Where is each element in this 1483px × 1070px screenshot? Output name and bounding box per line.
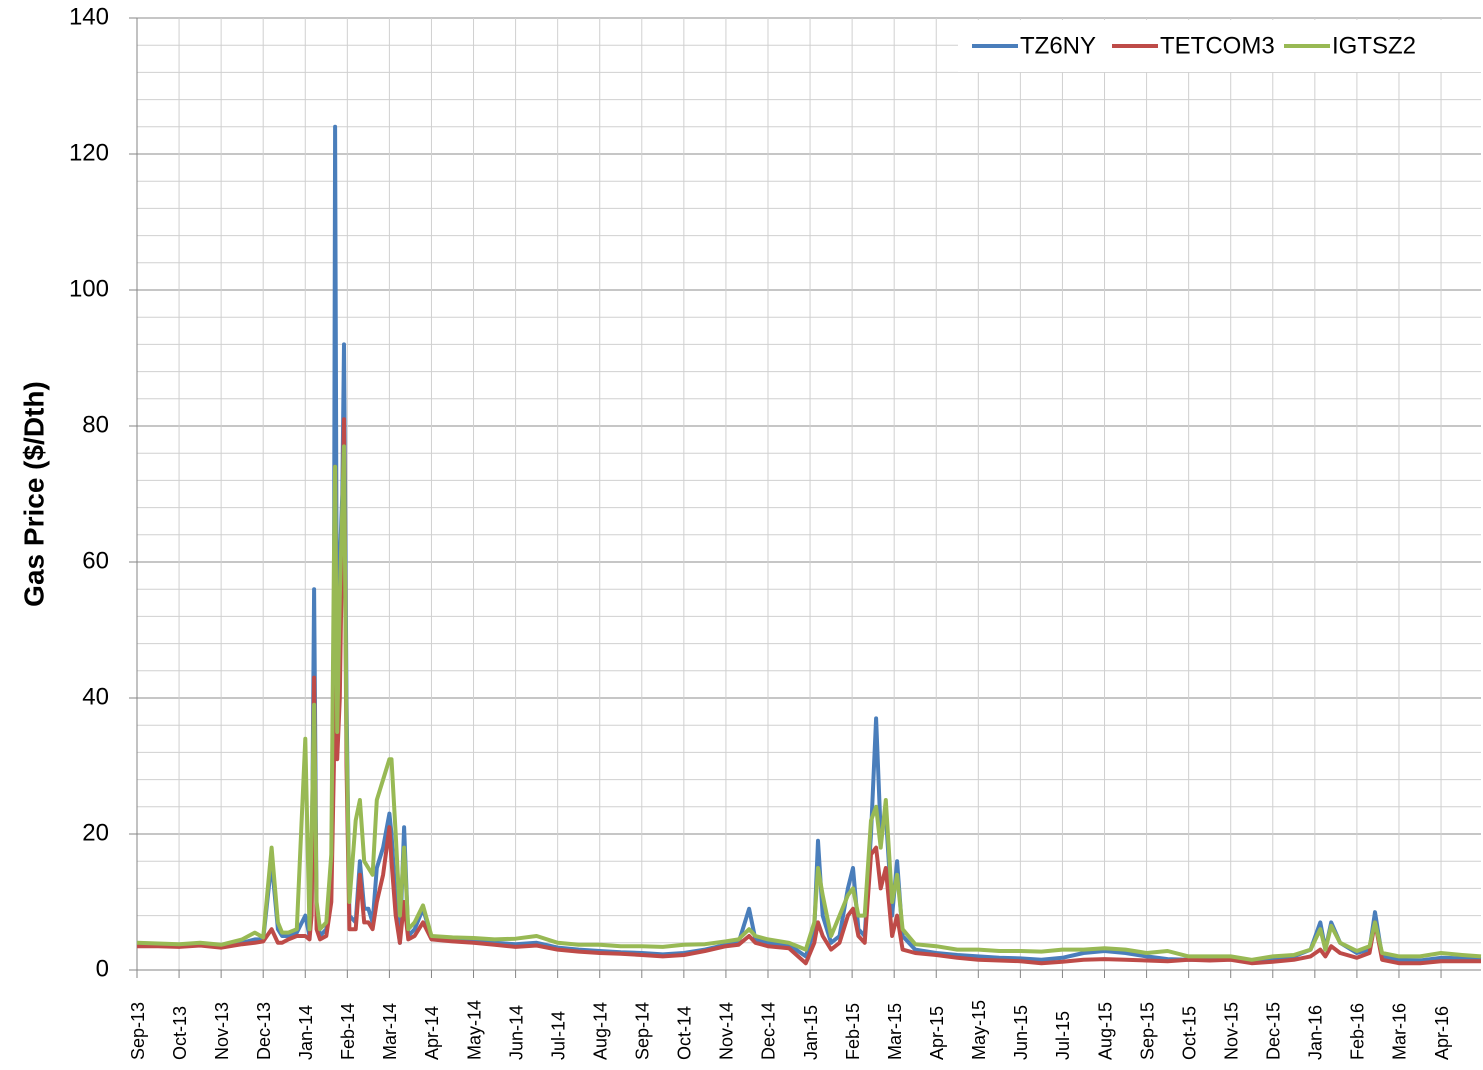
x-tick-label: Nov-14 [717,1002,737,1060]
x-tick-label: Dec-13 [254,1002,274,1060]
y-tick-label: 40 [82,683,109,710]
legend-label: TETCOM3 [1160,32,1275,59]
series-line [137,417,1481,966]
y-tick-label: 120 [69,139,109,166]
x-tick-label: Oct-13 [170,1006,190,1060]
x-tick-label: Jan-15 [801,1005,821,1060]
x-tick-label: May-15 [969,1000,989,1060]
x-tick-label: Sep-14 [633,1002,653,1060]
x-tick-label: Mar-14 [380,1003,400,1060]
x-tick-label: Jul-14 [548,1011,568,1060]
series-line [136,124,1482,964]
x-tick-label: Aug-15 [1095,1002,1115,1060]
y-tick-label: 100 [69,275,109,302]
x-tick-label: Mar-15 [885,1003,905,1060]
x-tick-label: Jan-14 [296,1005,316,1060]
x-tick-label: Feb-14 [338,1003,358,1060]
x-tick-label: Apr-15 [927,1006,947,1060]
legend: TZ6NY TETCOM3 IGTSZ2 [958,20,1481,72]
legend-label: TZ6NY [1020,32,1096,59]
y-tick-label: 20 [82,819,109,846]
x-tick-label: Apr-16 [1432,1006,1452,1060]
x-tick-label: Sep-13 [128,1002,148,1060]
x-tick-label: Dec-14 [759,1002,779,1060]
x-tick-label: Aug-14 [590,1002,610,1060]
y-tick-label: 80 [82,411,109,438]
y-tick-label: 60 [82,547,109,574]
x-tick-label: Jul-15 [1053,1011,1073,1060]
x-tick-label: Jun-14 [506,1005,526,1060]
x-tick-label: Dec-15 [1264,1002,1284,1060]
x-tick-label: May-14 [464,1000,484,1060]
legend-box [958,20,1481,72]
x-tick-label: Mar-16 [1390,1003,1410,1060]
x-tick-label: Oct-15 [1179,1006,1199,1060]
x-tick-label: Jan-16 [1306,1005,1326,1060]
x-tick-label: Sep-15 [1137,1002,1157,1060]
x-tick-label: Jun-15 [1011,1005,1031,1060]
x-tick-label: Feb-15 [843,1003,863,1060]
y-tick-label: 140 [69,3,109,30]
x-tick-label: Feb-16 [1348,1003,1368,1060]
series-line [136,444,1482,962]
x-tick-label: Apr-14 [422,1006,442,1060]
x-tick-label: Nov-15 [1221,1002,1241,1060]
y-tick-label: 0 [96,955,109,982]
x-tick-label: Nov-13 [212,1002,232,1060]
x-tick-label: Oct-14 [675,1006,695,1060]
legend-label: IGTSZ2 [1332,32,1416,59]
y-axis-label: Gas Price ($/Dth) [18,381,49,607]
